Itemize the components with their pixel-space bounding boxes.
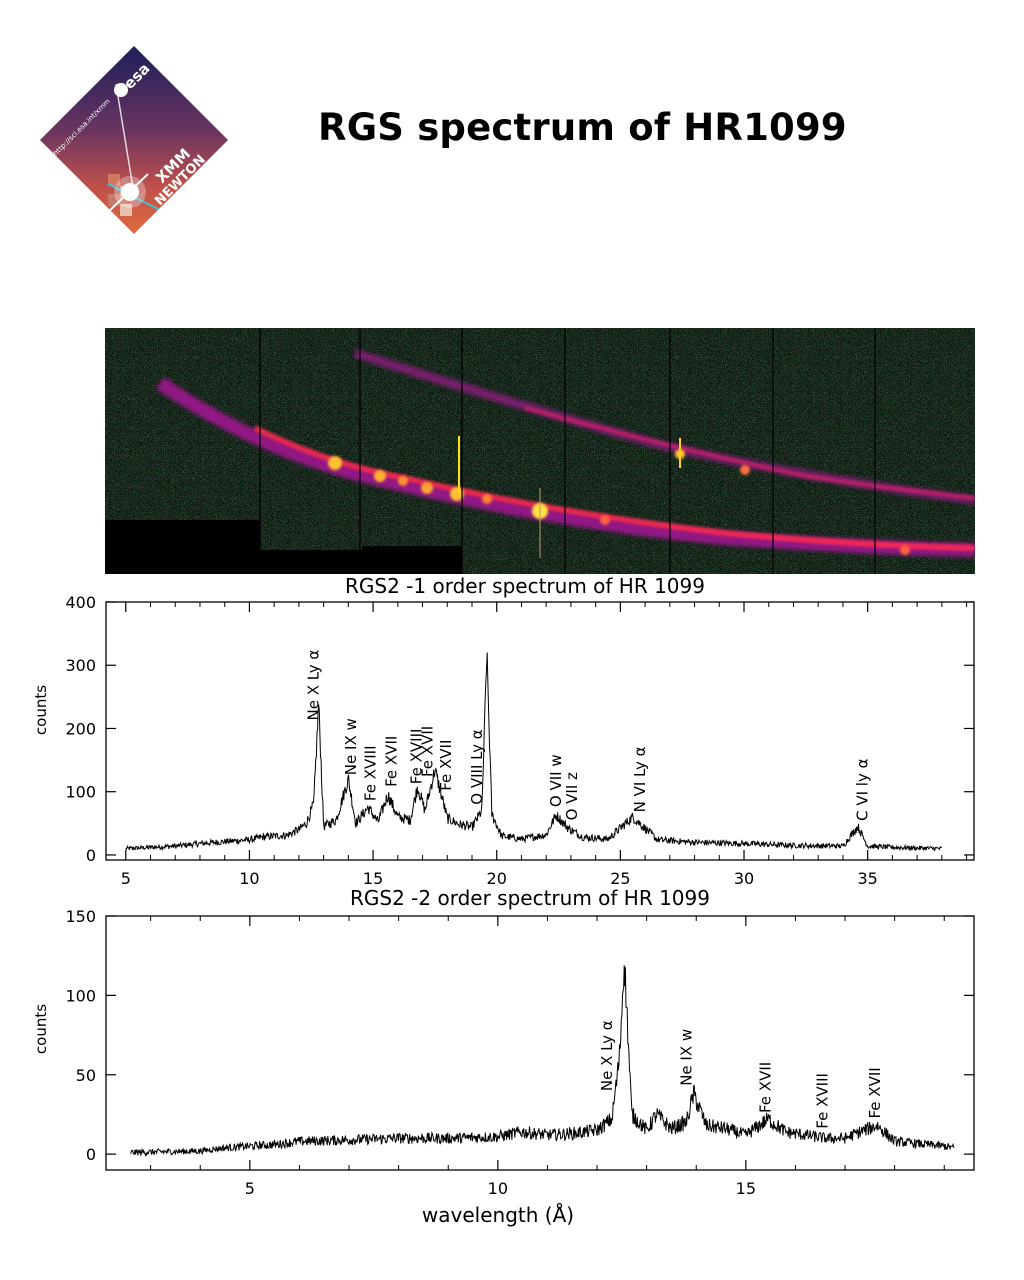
chart2-ytick-label: 0 bbox=[86, 1145, 96, 1164]
chart1-line-label: Fe XVIII bbox=[407, 729, 425, 785]
chart1-line-label: O VII z bbox=[563, 772, 581, 820]
chart2-line-label: Fe XVIII bbox=[814, 1073, 832, 1129]
chart2-ylabel: counts bbox=[32, 1004, 50, 1054]
chart1-frame bbox=[105, 601, 975, 861]
chart1-xtick-label: 35 bbox=[857, 869, 877, 888]
chart2-xtick-label: 5 bbox=[245, 1179, 255, 1198]
chart1-title: RGS2 -1 order spectrum of HR 1099 bbox=[345, 574, 705, 598]
chart2-title: RGS2 -2 order spectrum of HR 1099 bbox=[350, 886, 710, 910]
chart-order1: RGS2 -1 order spectrum of HR 1099 counts… bbox=[32, 574, 975, 888]
chart1-line-label: O VIII Ly α bbox=[468, 729, 486, 805]
chart2-frame bbox=[105, 915, 975, 1171]
chart2-line-label: Fe XVII bbox=[866, 1067, 884, 1118]
chart1-xtick-label: 5 bbox=[121, 869, 131, 888]
chart1-line-label: N VI Ly α bbox=[631, 746, 649, 812]
chart2-line-label: Fe XVII bbox=[757, 1062, 775, 1113]
chart1-xtick-label: 15 bbox=[363, 869, 383, 888]
chart1-line-label: C VI ly α bbox=[854, 758, 872, 821]
xmm-newton-logo: http://sci.esa.int/xmm esa XMM NEWTON bbox=[40, 46, 228, 234]
chart1-line-label: Fe XVII bbox=[383, 736, 401, 787]
chart2-line-label: Ne IX w bbox=[677, 1029, 695, 1086]
chart1-line-label: Ne X Ly α bbox=[305, 650, 323, 721]
chart2-ytick-label: 50 bbox=[76, 1066, 96, 1085]
chart1-ytick-label: 100 bbox=[65, 783, 96, 802]
chart2-xlabel: wavelength (Å) bbox=[422, 1203, 574, 1227]
chart1-line-label: Fe XVIII bbox=[362, 745, 380, 801]
chart1-ytick-label: 200 bbox=[65, 719, 96, 738]
chart2-series-line bbox=[130, 965, 955, 1157]
chart1-ylabel: counts bbox=[32, 685, 50, 735]
chart2-line-label: Ne X Ly α bbox=[598, 1020, 616, 1091]
chart1-line-label: Fe XVII bbox=[437, 740, 455, 791]
chart1-xtick-label: 30 bbox=[734, 869, 754, 888]
chart1-ytick-label: 400 bbox=[65, 593, 96, 612]
chart1-line-label: O VII w bbox=[547, 754, 565, 807]
chart1-ytick-label: 0 bbox=[86, 846, 96, 865]
chart1-line-label: Ne IX w bbox=[342, 718, 360, 775]
chart1-xtick-label: 20 bbox=[487, 869, 507, 888]
chart1-series-line bbox=[125, 652, 942, 852]
chart2-xtick-label: 10 bbox=[488, 1179, 508, 1198]
chart2-ytick-label: 100 bbox=[65, 986, 96, 1005]
chart1-line-label: Fe XVII bbox=[419, 726, 437, 777]
page-title: RGS spectrum of HR1099 bbox=[318, 106, 847, 149]
chart1-xtick-label: 10 bbox=[239, 869, 259, 888]
chart-order2: RGS2 -2 order spectrum of HR 1099 counts… bbox=[32, 886, 975, 1227]
chart1-ytick-label: 300 bbox=[65, 656, 96, 675]
detector-image bbox=[105, 328, 975, 574]
chart2-ytick-label: 150 bbox=[65, 907, 96, 926]
chart1-xtick-label: 25 bbox=[610, 869, 630, 888]
chart2-xtick-label: 15 bbox=[736, 1179, 756, 1198]
